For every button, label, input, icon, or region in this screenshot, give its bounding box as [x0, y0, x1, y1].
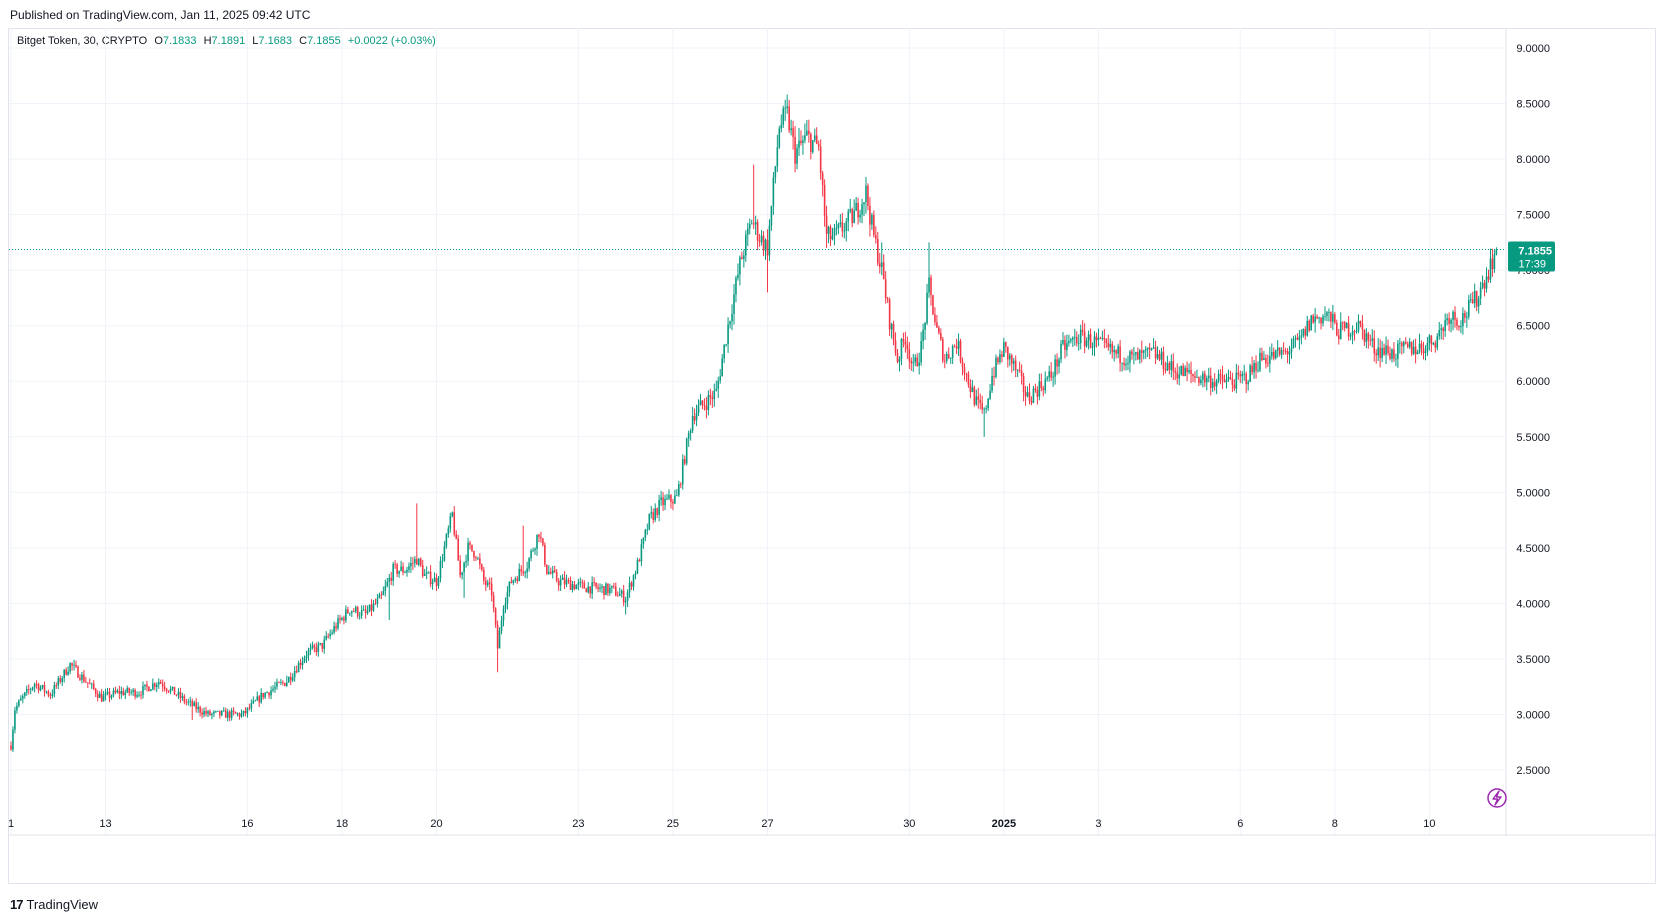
legend-high-label: H — [203, 35, 212, 47]
legend-open: O7.1833 — [154, 35, 196, 47]
legend-low-label: L — [252, 35, 259, 47]
legend-symbol[interactable]: Bitget Token, 30, CRYPTO — [17, 35, 148, 47]
published-note: Published on TradingView.com, Jan 11, 20… — [10, 8, 311, 22]
tradingview-logo-icon: 17 — [10, 897, 24, 912]
legend-open-label: O — [154, 35, 163, 47]
legend-close: C7.1855 — [299, 35, 341, 47]
chart-legend: Bitget Token, 30, CRYPTO O7.1833 H7.1891… — [17, 35, 440, 47]
chart-frame[interactable] — [8, 28, 1656, 884]
legend-change: +0.0022 (+0.03%) — [347, 35, 436, 47]
legend-close-value: 7.1855 — [307, 35, 341, 47]
legend-low: L7.1683 — [252, 35, 292, 47]
tradingview-branding[interactable]: 17 TradingView — [10, 897, 98, 912]
legend-close-label: C — [299, 35, 308, 47]
legend-open-value: 7.1833 — [162, 35, 197, 47]
legend-low-value: 7.1683 — [258, 35, 293, 47]
legend-high: H7.1891 — [204, 35, 246, 47]
brand-name: TradingView — [26, 897, 99, 912]
legend-high-value: 7.1891 — [211, 35, 246, 47]
